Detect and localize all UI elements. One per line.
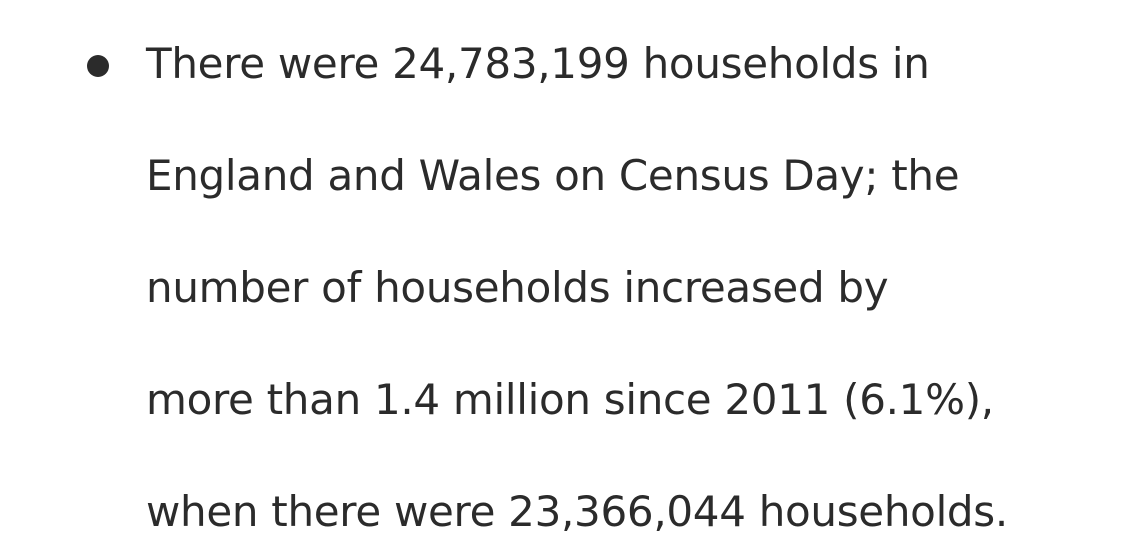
text-line: when there were 23,366,044 households.: [146, 487, 1008, 536]
bullet-dot-icon: [87, 55, 109, 77]
text-line: England and Wales on Census Day; the: [146, 151, 960, 200]
document-body: There were 24,783,199 households in Engl…: [87, 39, 1008, 536]
text-line: more than 1.4 million since 2011 (6.1%),: [146, 375, 994, 424]
bullet-text: There were 24,783,199 households in Engl…: [146, 0, 1106, 560]
text-line: There were 24,783,199 households in: [146, 39, 930, 88]
text-line: number of households increased by: [146, 263, 889, 312]
